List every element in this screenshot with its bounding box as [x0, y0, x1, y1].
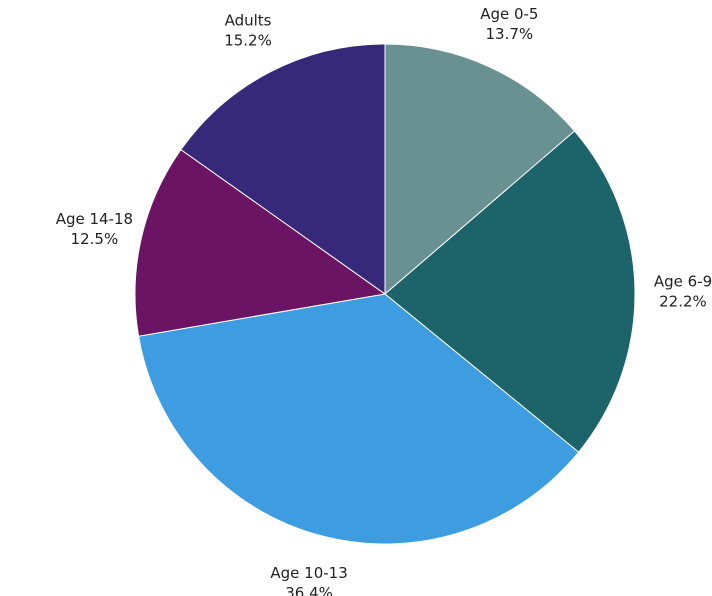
- slice-label-adults: Adults: [225, 11, 272, 29]
- slice-value-age-6-9: 22.2%: [659, 292, 707, 310]
- pie-slices: [134, 43, 636, 545]
- pie-slice-age-10-13: [138, 293, 580, 545]
- slice-value-age-10-13: 36.4%: [285, 584, 333, 596]
- slice-label-age-14-18: Age 14-18: [56, 210, 133, 228]
- pie-slice-age-6-9: [384, 130, 636, 453]
- slice-label-age-10-13: Age 10-13: [270, 564, 347, 582]
- slice-value-adults: 15.2%: [224, 31, 272, 49]
- slice-value-age-14-18: 12.5%: [71, 230, 119, 248]
- pie-slice-age-0-5: [384, 43, 576, 296]
- pie-slice-adults: [180, 43, 386, 295]
- pie-labels: Age 0-5 13.7% Age 6-9 22.2% Age 10-13 36.4% Ag…: [56, 5, 712, 596]
- pie-slice-age-14-18: [134, 148, 387, 337]
- slice-value-age-0-5: 13.7%: [486, 25, 534, 43]
- slice-label-age-6-9: Age 6-9: [654, 272, 712, 290]
- slice-label-age-0-5: Age 0-5: [480, 5, 538, 23]
